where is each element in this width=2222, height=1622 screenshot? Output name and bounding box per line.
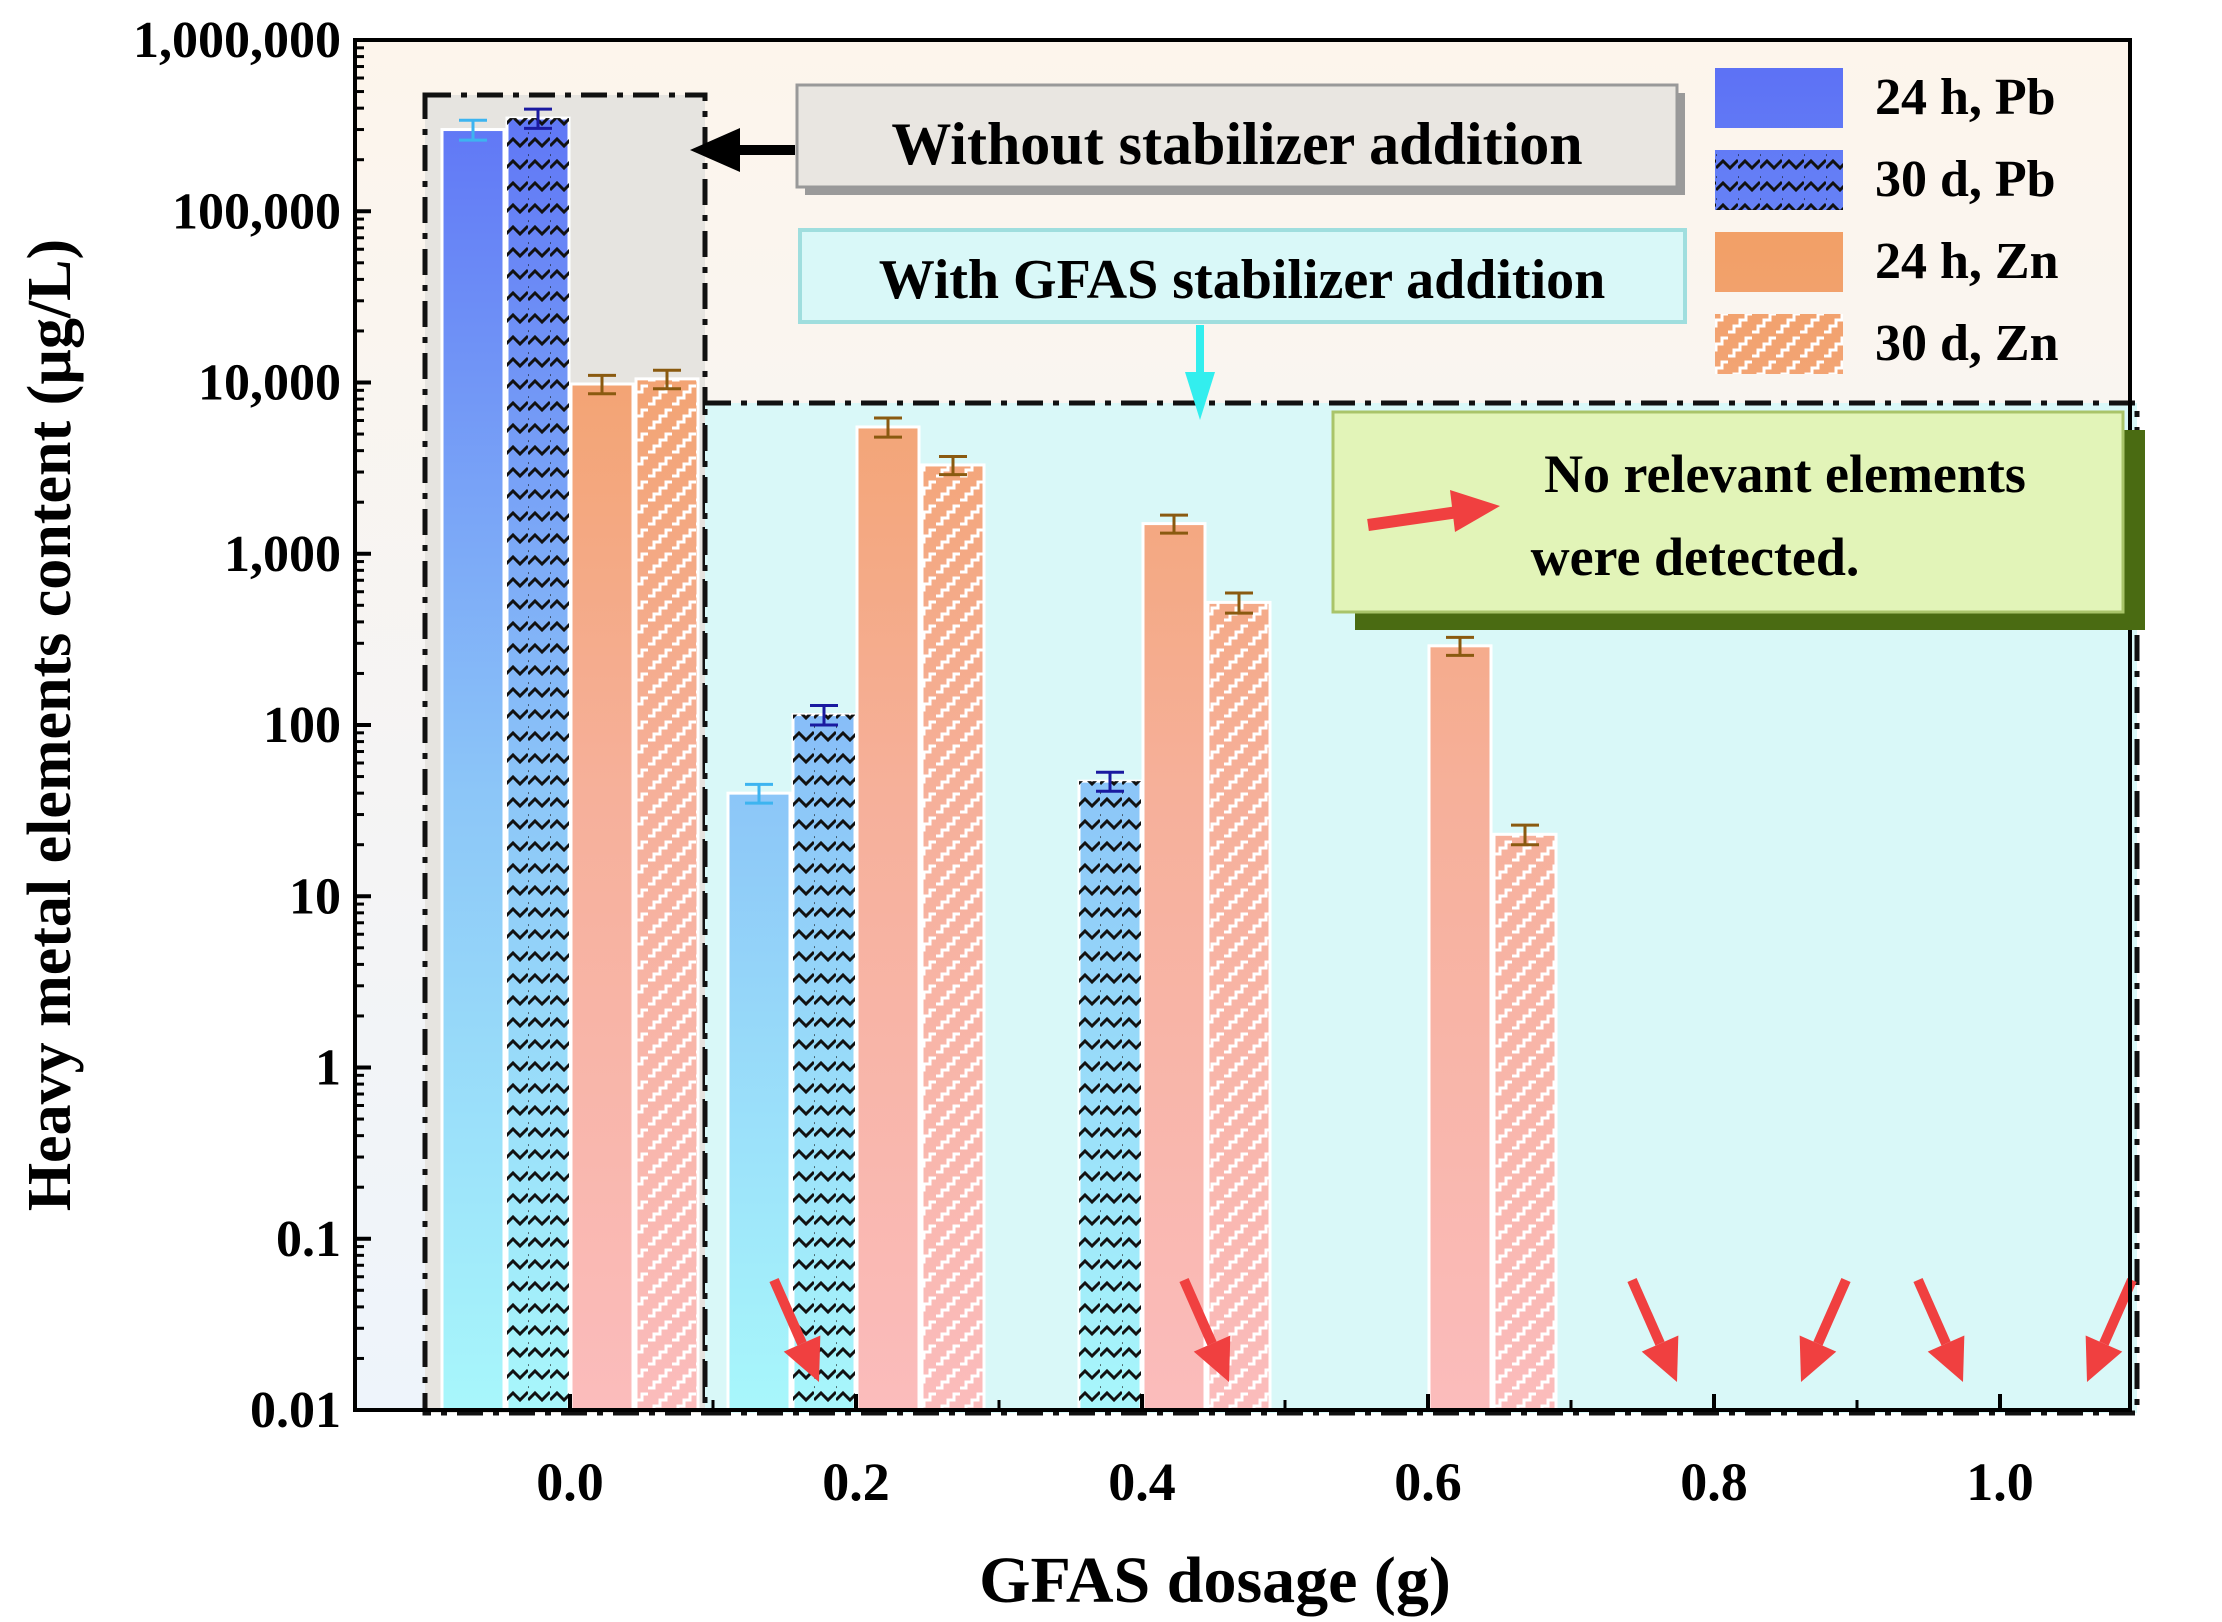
x-tick-label: 0.2 [822, 1452, 890, 1512]
bar-pattern-zigzag [793, 714, 855, 1410]
not-detected-arrow [1179, 1277, 1217, 1346]
bar-pattern-stairs [922, 464, 984, 1411]
y-tick-label: 1 [315, 1040, 341, 1097]
annotation-not-detected-line2: were detected. [1531, 527, 1860, 587]
y-axis: 0.01 0.1 1 10 100 1,000 10,000 100,000 1,000,000 [133, 12, 371, 1439]
y-tick-label: 0.1 [276, 1211, 341, 1268]
not-detected-arrow [2099, 1277, 2137, 1346]
legend-swatch-pattern [1715, 314, 1843, 374]
arrowhead-without [690, 128, 740, 172]
x-axis-title: GFAS dosage (g) [979, 1544, 1451, 1617]
not-detected-arrowhead [1193, 1335, 1231, 1382]
legend-red-arrow-icon [1367, 506, 1459, 531]
not-detected-arrowhead [1641, 1335, 1679, 1382]
not-detected-arrows [769, 1277, 2137, 1382]
not-detected-arrowhead [783, 1335, 821, 1382]
arrowhead-with [1185, 372, 1215, 420]
x-tick-label: 0.0 [536, 1452, 604, 1512]
annotation-without-stabilizer: Without stabilizer addition [690, 83, 1685, 195]
legend-label: 24 h, Pb [1875, 69, 2056, 126]
bars-group [440, 107, 1558, 1412]
y-tick-label: 1,000 [224, 526, 341, 583]
bar-pattern-stairs [1494, 834, 1556, 1410]
not-detected-arrowhead [2085, 1335, 2123, 1382]
bar-24-h-zn [1427, 644, 1493, 1412]
y-tick-label: 100 [263, 697, 341, 754]
annotation-without-box [795, 83, 1679, 189]
bar-pattern-zigzag [1079, 781, 1141, 1410]
not-detected-arrow [1627, 1277, 1665, 1346]
y-tick-label: 100,000 [172, 183, 341, 240]
bar-pattern-stairs [636, 378, 698, 1410]
x-tick-label: 0.8 [1680, 1452, 1748, 1512]
bar-24-h-zn [1141, 522, 1207, 1412]
not-detected-arrow [1913, 1277, 1951, 1346]
annotation-not-detected: No relevant elements were detected. [1331, 410, 2145, 630]
y-tick-label: 0.01 [250, 1382, 341, 1439]
plot-frame [353, 38, 2132, 1412]
annotation-with-box [798, 228, 1687, 324]
annotation-without-text: Without stabilizer addition [891, 111, 1582, 177]
legend-label: 30 d, Pb [1875, 151, 2056, 208]
legend-swatch-pattern [1715, 150, 1843, 210]
annotation-with-text: With GFAS stabilizer addition [879, 249, 1606, 311]
not-detected-arrow [1813, 1277, 1851, 1346]
bar-pattern-stairs [1208, 602, 1270, 1410]
y-axis-title: Heavy metal elements content (µg/L) [16, 239, 84, 1211]
bar-pattern-zigzag [507, 118, 569, 1410]
bar-24-h-zn [855, 425, 921, 1412]
legend-label: 24 h, Zn [1875, 233, 2059, 290]
y-tick-label: 10,000 [198, 355, 341, 412]
bar-24-h-pb [726, 791, 792, 1412]
x-tick-label: 0.6 [1394, 1452, 1462, 1512]
y-tick-label: 10 [289, 868, 341, 925]
annotation-not-detected-line1: No relevant elements [1544, 444, 2026, 504]
y-tick-label: 1,000,000 [133, 12, 341, 69]
bar-24-h-zn [569, 382, 635, 1412]
x-axis: 0.0 0.2 0.4 0.6 0.8 1.0 [536, 1394, 2034, 1512]
not-detected-arrowhead [1927, 1335, 1965, 1382]
legend-swatch [1715, 232, 1843, 292]
bar-24-h-pb [440, 128, 506, 1412]
not-detected-arrowhead [1799, 1335, 1837, 1382]
not-detected-arrow [769, 1277, 807, 1346]
legend-swatch [1715, 68, 1843, 128]
annotation-with-stabilizer: With GFAS stabilizer addition [798, 228, 1687, 420]
legend-red-arrowhead-icon [1450, 490, 1500, 532]
legend: 24 h, Pb 30 d, Pb 24 h, Zn 30 d, Zn [1715, 68, 2059, 374]
x-tick-label: 0.4 [1108, 1452, 1176, 1512]
x-tick-label: 1.0 [1966, 1452, 2034, 1512]
legend-label: 30 d, Zn [1875, 315, 2059, 372]
